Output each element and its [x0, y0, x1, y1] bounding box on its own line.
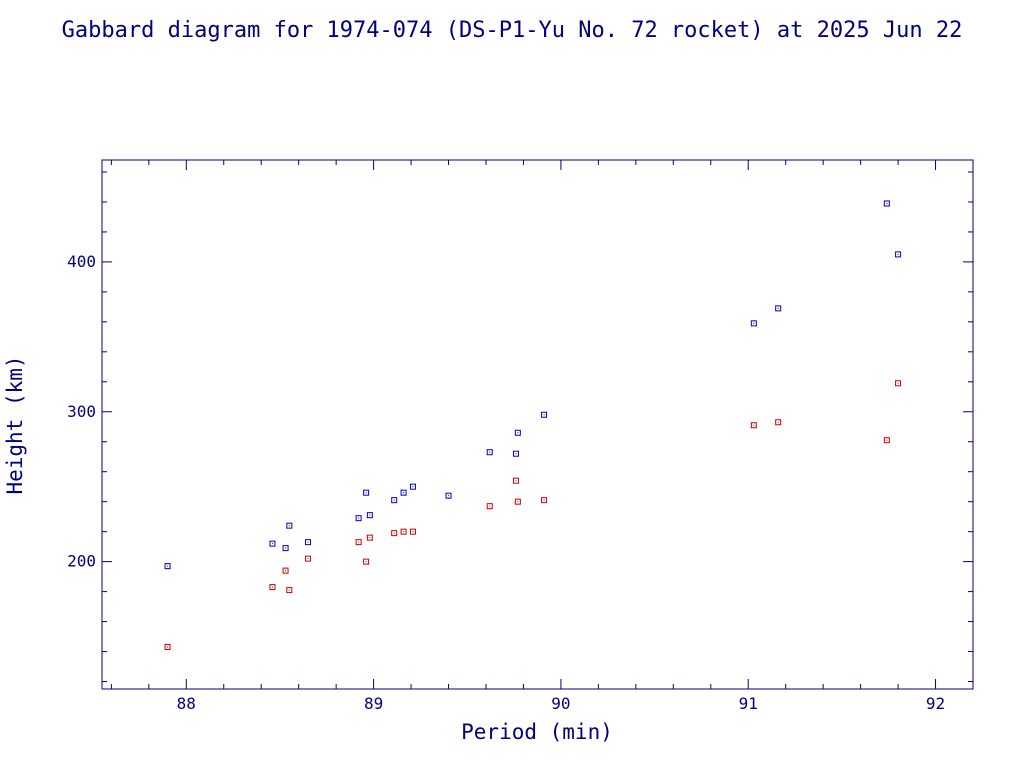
apogee-point: [895, 251, 902, 258]
apogee-point: [391, 497, 398, 504]
perigee-point: [409, 528, 416, 535]
perigee-point: [366, 534, 373, 541]
perigee-point: [282, 567, 289, 574]
perigee-point: [363, 558, 370, 565]
data-points: [164, 200, 902, 651]
x-tick-label: 91: [739, 694, 758, 713]
apogee-point: [400, 489, 407, 496]
perigee-point: [305, 555, 312, 562]
perigee-point: [286, 587, 293, 594]
apogee-point: [409, 483, 416, 490]
apogee-point: [883, 200, 890, 207]
x-tick-label: 88: [177, 694, 196, 713]
apogee-point: [445, 492, 452, 499]
x-tick-labels: 88 89 90 91 92: [177, 694, 946, 713]
perigee-point: [164, 644, 171, 651]
perigee-point: [541, 497, 548, 504]
x-axis-label: Period (min): [461, 720, 613, 744]
x-tick-label: 89: [364, 694, 383, 713]
x-tick-label: 92: [926, 694, 945, 713]
chart-title: Gabbard diagram for 1974-074 (DS-P1-Yu N…: [62, 18, 963, 43]
apogee-point: [363, 489, 370, 496]
apogee-point: [164, 563, 171, 570]
perigee-point: [895, 380, 902, 387]
apogee-point: [541, 411, 548, 418]
perigee-point: [883, 437, 890, 444]
perigee-point: [486, 503, 493, 510]
perigee-point: [514, 498, 521, 505]
perigee-point: [269, 584, 276, 591]
y-tick-labels: 200 300 400: [67, 252, 96, 571]
apogee-point: [355, 515, 362, 522]
apogee-point: [512, 450, 519, 457]
perigee-point: [750, 422, 757, 429]
apogee-point: [775, 305, 782, 312]
perigee-point: [400, 528, 407, 535]
perigee-point: [391, 530, 398, 537]
y-tick-label: 300: [67, 402, 96, 421]
apogee-point: [486, 449, 493, 456]
y-tick-label: 200: [67, 552, 96, 571]
apogee-point: [286, 522, 293, 529]
apogee-point: [269, 540, 276, 547]
x-tick-label: 90: [551, 694, 570, 713]
apogee-point: [514, 429, 521, 436]
apogee-point: [366, 512, 373, 519]
apogee-point: [282, 545, 289, 552]
y-tick-label: 400: [67, 252, 96, 271]
perigee-point: [512, 477, 519, 484]
axis-ticks: [102, 160, 974, 689]
y-axis-label: Height (km): [3, 355, 27, 494]
apogee-point: [750, 320, 757, 327]
perigee-point: [355, 539, 362, 546]
plot-frame: [101, 159, 974, 690]
apogee-point: [305, 539, 312, 546]
perigee-point: [775, 419, 782, 426]
